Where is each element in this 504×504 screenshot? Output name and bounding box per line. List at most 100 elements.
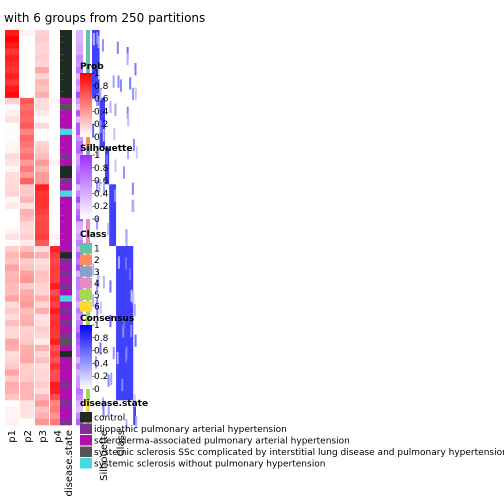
prob-cell <box>35 184 49 190</box>
consensus-cell <box>113 347 115 359</box>
prob-cell <box>35 178 49 184</box>
prob-cell <box>5 147 19 153</box>
prob-cell <box>35 135 49 141</box>
prob-cell <box>20 258 34 264</box>
prob-cell <box>5 123 19 129</box>
disease-state-cell <box>60 339 72 345</box>
disease-state-cell <box>60 406 72 412</box>
prob-cell <box>20 42 34 48</box>
class-cell <box>86 42 90 48</box>
class-cell <box>86 30 90 36</box>
legend-label: 0.2 <box>94 202 108 212</box>
prob-cell <box>5 320 19 326</box>
prob-cell <box>5 98 19 104</box>
prob-cell <box>20 67 34 73</box>
disease-state-cell <box>60 252 72 258</box>
prob-cell <box>5 92 19 98</box>
prob-cell <box>35 283 49 289</box>
prob-cell <box>20 197 34 203</box>
disease-state-cell <box>60 98 72 104</box>
disease-state-cell <box>60 73 72 79</box>
prob-cell <box>20 49 34 55</box>
silhouette-cell <box>76 30 83 36</box>
consensus-cell <box>132 88 134 100</box>
legend-swatch <box>80 447 92 458</box>
legend-label: 3 <box>94 268 100 278</box>
prob-cell <box>35 228 49 234</box>
prob-cell <box>5 332 19 338</box>
prob-cell <box>20 98 34 104</box>
prob-cell <box>35 129 49 135</box>
prob-cell <box>5 252 19 258</box>
disease-state-cell <box>60 55 72 61</box>
legend-label: systemic sclerosis SSc complicated by in… <box>94 448 504 458</box>
disease-state-cell <box>60 419 72 425</box>
disease-state-cell <box>60 388 72 394</box>
legends: Prob10.80.60.40.20Silhouette10.80.60.40.… <box>80 62 504 470</box>
legend-label: 0.8 <box>94 164 109 174</box>
prob-cell <box>35 123 49 129</box>
prob-cell <box>35 277 49 283</box>
consensus-cell <box>121 379 123 391</box>
prob-cell <box>35 42 49 48</box>
legend-label: 6 <box>94 303 100 313</box>
class-cell <box>86 36 90 42</box>
prob-cell <box>5 42 19 48</box>
disease-state-cell <box>60 221 72 227</box>
consensus-cell <box>118 256 120 268</box>
prob-cell <box>5 221 19 227</box>
prob-cell <box>5 240 19 246</box>
prob-cell <box>35 265 49 271</box>
prob-cell <box>5 394 19 400</box>
legend-label: 0.8 <box>94 334 109 344</box>
consensus-cell <box>93 33 95 45</box>
disease-state-cell <box>60 283 72 289</box>
prob-cell <box>35 203 49 209</box>
prob-cell <box>20 73 34 79</box>
legend-swatch <box>80 278 92 289</box>
prob-cell <box>5 345 19 351</box>
prob-cell <box>35 234 49 240</box>
disease-state-cell <box>60 30 72 36</box>
legend-swatch <box>80 424 92 435</box>
prob-cell <box>20 184 34 190</box>
column-label: p4 <box>53 430 64 443</box>
consensus-cell <box>126 347 128 359</box>
prob-cell <box>35 172 49 178</box>
legend-label: 0.4 <box>94 359 109 369</box>
prob-cell <box>5 110 19 116</box>
disease-state-cell <box>60 49 72 55</box>
disease-state-cell <box>60 357 72 363</box>
prob-cell <box>20 314 34 320</box>
prob-cell <box>35 388 49 394</box>
prob-cell <box>5 400 19 406</box>
legend-label: 0.6 <box>94 177 109 187</box>
prob-cell <box>20 406 34 412</box>
consensus-cell <box>109 280 111 292</box>
disease-state-cell <box>60 172 72 178</box>
prob-cell <box>35 147 49 153</box>
legend-colorbar <box>80 73 92 137</box>
legend-label: 5 <box>94 291 100 301</box>
prob-cell <box>20 234 34 240</box>
prob-cell <box>20 79 34 85</box>
prob-cell <box>20 289 34 295</box>
disease-state-cell <box>60 92 72 98</box>
prob-cell <box>35 295 49 301</box>
silhouette-cell <box>76 221 83 227</box>
legend-title: Consensus <box>80 314 134 324</box>
prob-cell <box>35 369 49 375</box>
disease-state-cell <box>60 277 72 283</box>
prob-cell <box>5 376 19 382</box>
consensus-cell <box>110 101 112 113</box>
prob-cell <box>35 197 49 203</box>
legend-swatch <box>80 255 92 266</box>
prob-cell <box>35 406 49 412</box>
legend-label: 1 <box>94 151 100 161</box>
prob-cell <box>20 246 34 252</box>
disease-state-cell <box>60 394 72 400</box>
consensus-cell <box>135 335 137 347</box>
prob-cell <box>5 67 19 73</box>
consensus-cell <box>127 53 129 65</box>
prob-cell <box>5 277 19 283</box>
